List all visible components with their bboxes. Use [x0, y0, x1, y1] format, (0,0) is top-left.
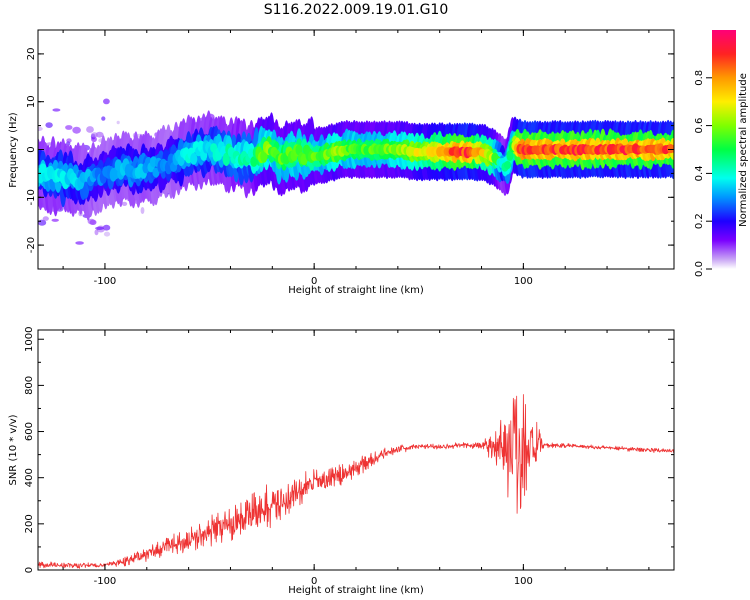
spectrogram-haze-cell — [42, 216, 49, 221]
snr-frame — [37, 329, 675, 571]
spectrogram-haze-cell — [116, 120, 120, 125]
chart-title: S116.2022.009.19.01.G10 — [264, 2, 449, 18]
spectrogram-x-tick-label: 0 — [311, 276, 317, 287]
spectrogram-ridge-cell — [503, 161, 512, 170]
spectrogram-haze-cell — [66, 138, 72, 143]
spectrogram-haze-cell — [140, 207, 145, 214]
colorbar: 0.0 0.2 0.4 0.6 0.8 Normalized spectral ampl… — [694, 30, 749, 277]
spectrogram-haze-cell — [45, 122, 53, 128]
spectrogram-frame — [37, 29, 675, 270]
spectrogram-haze-cell — [121, 201, 128, 206]
spectrogram-haze-cell — [95, 226, 104, 230]
snr-x-tick-label: 100 — [514, 576, 533, 587]
spectrogram-ridge-cell — [190, 153, 198, 165]
snr-series-line — [38, 394, 674, 569]
snr-x-tick-label: 0 — [311, 576, 317, 587]
spectrogram-image — [38, 98, 674, 245]
spectrogram-haze-cell — [86, 126, 94, 133]
spectrogram-haze-cell — [101, 116, 106, 121]
colorbar-tick-label: 0.0 — [694, 261, 705, 277]
spectrogram-haze-cell — [65, 125, 73, 130]
spectrogram-y-tick-label: 10 — [26, 95, 37, 108]
spectrogram-y-tick-label: -10 — [26, 189, 37, 205]
spectrogram-haze-cell — [52, 108, 61, 112]
spectrogram-haze-cell — [51, 218, 59, 222]
spectrogram-ridge-cell — [669, 144, 674, 153]
spectrogram-haze-cell — [103, 98, 110, 105]
colorbar-label: Normalized spectral amplitude — [738, 73, 749, 227]
spectrogram-y-axis-label: Frequency (Hz) — [8, 112, 19, 188]
snr-y-axis-label: SNR (10 * v/v) — [8, 414, 19, 485]
snr-y-tick-label: 200 — [24, 514, 35, 533]
spectrogram-ridge-cell — [260, 149, 268, 163]
colorbar-tick-label: 0.8 — [694, 70, 705, 86]
colorbar-tick-label: 0.4 — [694, 165, 705, 181]
snr-y-tick-label: 0 — [24, 567, 35, 573]
spectrogram-y-tick-label: -20 — [26, 237, 37, 253]
snr-x-tick-label: -100 — [94, 576, 117, 587]
colorbar-gradient — [712, 30, 736, 269]
snr-y-tick-label: 600 — [24, 422, 35, 441]
snr-y-tick-label: 1000 — [24, 327, 35, 352]
colorbar-tick-label: 0.6 — [694, 118, 705, 134]
spectrogram-haze-cell — [38, 126, 43, 131]
spectrogram-haze-cell — [91, 132, 98, 138]
spectrogram-haze-cell — [91, 136, 97, 143]
spectrogram-haze-cell — [103, 231, 111, 237]
spectrogram-x-tick-label: -100 — [94, 276, 117, 287]
snr-y-tick-label: 800 — [24, 376, 35, 395]
snr-plot-area — [38, 330, 674, 570]
spectrogram-ridge-cell — [222, 152, 230, 166]
spectrogram-ridge-cell — [506, 150, 514, 161]
spectrogram-ridge-cell — [250, 156, 258, 167]
spectrogram-y-tick-label: 0 — [26, 146, 37, 152]
spectrogram-haze-cell — [87, 218, 96, 225]
spectrogram-x-axis-label: Height of straight line (km) — [288, 285, 424, 296]
colorbar-axis: 0.0 0.2 0.4 0.6 0.8 — [694, 70, 712, 277]
spectrogram-haze-cell — [75, 241, 84, 245]
spectrogram-y-tick-label: 20 — [26, 48, 37, 61]
snr-y-tick-label: 400 — [24, 468, 35, 487]
colorbar-tick-label: 0.2 — [694, 213, 705, 229]
spectrogram-haze-cell — [72, 126, 81, 134]
snr-x-axis-label: Height of straight line (km) — [288, 585, 424, 596]
spectrogram-ridge-cell — [152, 167, 160, 178]
spectrogram-x-tick-label: 100 — [514, 276, 533, 287]
